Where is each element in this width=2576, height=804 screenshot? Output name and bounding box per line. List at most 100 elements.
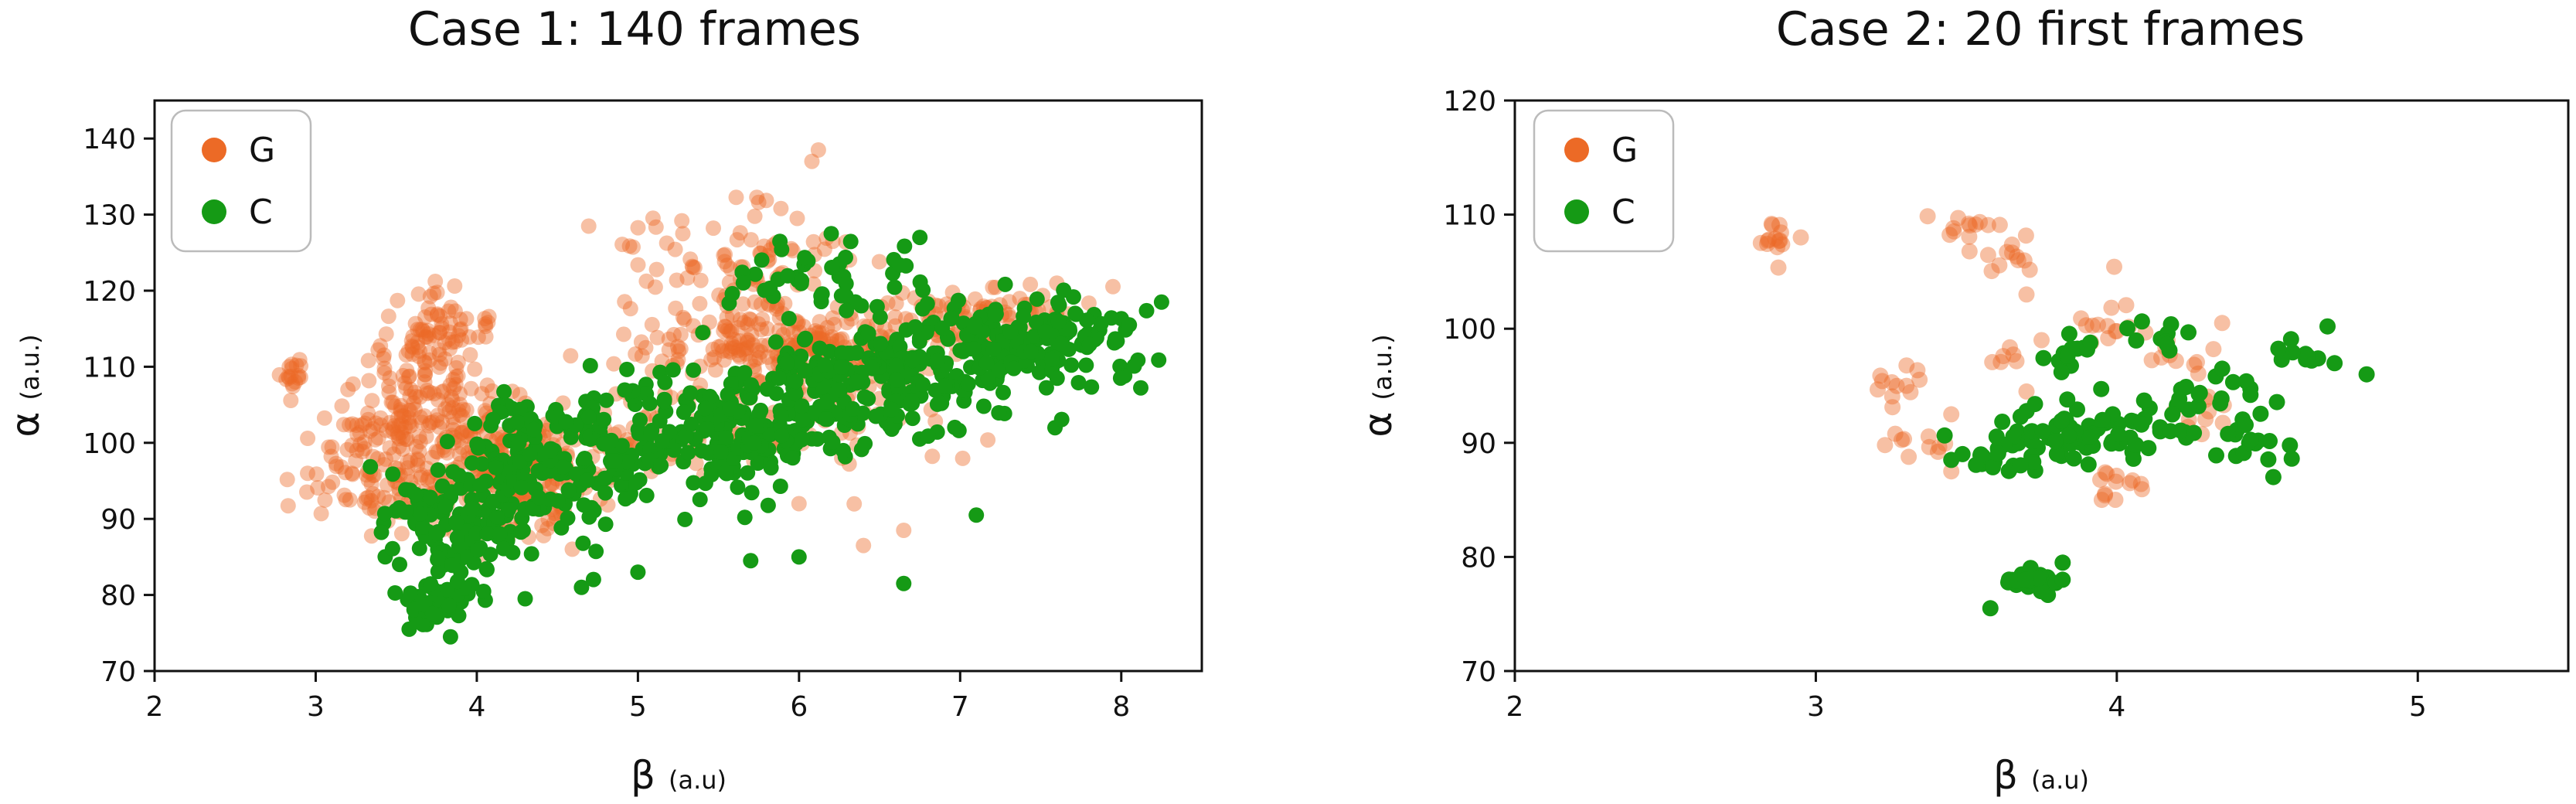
case1-point-g: [338, 465, 353, 481]
case1-point-g: [398, 347, 414, 363]
case1-point-g: [617, 294, 633, 310]
case1-point-c: [523, 546, 539, 562]
case1-point-g: [376, 350, 392, 366]
case2-point-g: [2008, 353, 2025, 370]
case1-point-g: [715, 342, 731, 359]
case1-point-g: [352, 424, 368, 441]
case1-legend-label-c: C: [249, 192, 273, 232]
case1-point-g: [405, 339, 420, 356]
case1-point-g: [390, 425, 406, 441]
case1-point-g: [463, 380, 479, 397]
case1-point-g: [410, 322, 426, 338]
case1-point-c: [1031, 364, 1047, 380]
case2-point-c: [2060, 427, 2077, 444]
case1-point-g: [445, 422, 461, 438]
case1-point-g: [403, 452, 418, 468]
case2-point-g: [2073, 310, 2090, 327]
case2-point-g: [2106, 258, 2122, 275]
case1-point-c: [816, 357, 832, 373]
case1-point-c: [657, 374, 673, 390]
case1-point-c: [960, 376, 976, 392]
case1-point-c: [856, 389, 873, 405]
case2-point-g: [1961, 243, 1978, 260]
case1-point-g: [373, 410, 389, 426]
case2-point-g: [2107, 492, 2124, 508]
case1-point-g: [280, 498, 296, 514]
case2-point-g: [1945, 223, 1962, 240]
case1-point-c: [576, 497, 592, 513]
case2-point-c: [1936, 427, 1953, 444]
case1-point-g: [345, 376, 361, 392]
case1-point-c: [713, 444, 729, 460]
case1-point-g: [426, 386, 442, 402]
case1-point-c: [631, 425, 647, 441]
case1-point-g: [412, 322, 428, 338]
case1-point-g: [744, 326, 760, 342]
case1-point-g: [441, 324, 458, 340]
case1-point-g: [373, 417, 389, 433]
case2-point-g: [2002, 339, 2018, 356]
case1-point-g: [370, 342, 386, 358]
case1-point-g: [385, 394, 401, 411]
case1-point-g: [723, 261, 739, 277]
case2-point-g: [2021, 261, 2038, 278]
case1-point-g: [563, 348, 579, 364]
case1-point-g: [418, 329, 434, 346]
case1-point-c: [818, 411, 834, 428]
case1-point-c: [1053, 411, 1070, 428]
case1-point-g: [692, 295, 708, 312]
case1-point-g: [754, 322, 770, 338]
case1-point-g: [391, 438, 407, 455]
case1-point-g: [477, 311, 493, 326]
case1-point-g: [452, 407, 468, 423]
case1-point-g: [361, 373, 377, 389]
case1-point-g: [349, 426, 366, 442]
case2-scatter-panel: Case 2: 20 first frames 2 3 4 5 70 80 90 100 110…: [1356, 2, 2570, 798]
case1-point-g: [814, 325, 830, 341]
case2-point-c: [2035, 349, 2052, 366]
case1-point-g: [400, 369, 417, 385]
case1-point-g: [360, 405, 376, 421]
case1-point-g: [395, 441, 411, 457]
case1-point-c: [985, 341, 1002, 357]
case1-point-g: [291, 367, 307, 383]
case1-point-g: [1000, 306, 1016, 322]
case1-point-g: [373, 338, 389, 354]
case2-point-g: [1984, 353, 2001, 370]
case1-point-g: [293, 358, 309, 374]
case2-y-tick-label: 100: [1443, 314, 1496, 346]
case1-point-g: [760, 349, 776, 365]
case1-point-c: [437, 499, 454, 515]
case1-point-c: [951, 292, 966, 308]
case2-point-c: [2025, 454, 2042, 470]
case1-point-g: [448, 359, 464, 376]
case2-point-g: [1979, 247, 1996, 264]
case1-point-g: [411, 429, 427, 445]
case1-point-g: [648, 219, 664, 235]
case1-point-c: [798, 363, 814, 379]
case1-point-c: [744, 485, 760, 501]
case1-point-g: [360, 411, 376, 428]
case1-point-g: [376, 360, 393, 376]
case1-point-c: [781, 311, 797, 326]
case2-point-g: [2004, 244, 2020, 261]
case1-point-g: [736, 315, 752, 331]
case1-point-c: [1023, 343, 1039, 359]
case1-point-c: [774, 428, 790, 444]
case1-point-g: [887, 309, 903, 325]
case2-point-g: [2005, 346, 2022, 363]
case2-point-g: [1888, 377, 1905, 394]
case1-point-g: [980, 432, 996, 448]
case1-point-c: [915, 376, 931, 393]
case1-point-g: [716, 247, 732, 264]
case1-y-tick-label: 110: [83, 352, 136, 383]
case1-point-g: [382, 414, 398, 431]
case2-point-g: [1752, 234, 1769, 251]
case2-point-c: [2119, 320, 2135, 337]
case1-point-g: [421, 330, 437, 346]
case2-point-g: [2097, 487, 2113, 504]
case1-point-c: [444, 557, 461, 574]
case2-point-c: [2033, 583, 2050, 600]
case1-point-c: [1056, 282, 1072, 298]
case1-point-g: [401, 368, 417, 384]
